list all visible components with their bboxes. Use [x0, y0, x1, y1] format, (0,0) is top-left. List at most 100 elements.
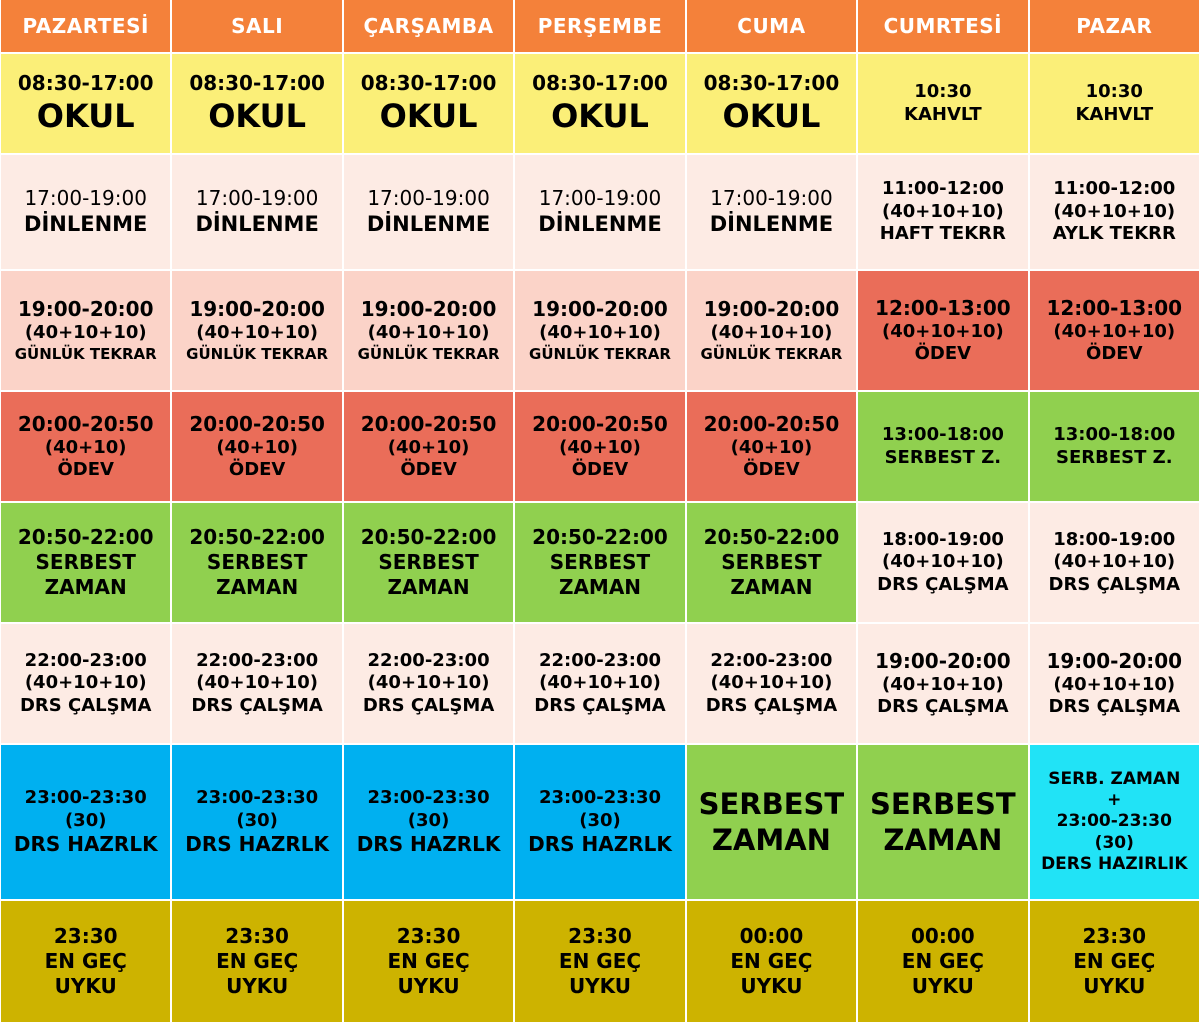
- schedule-cell: 20:00-20:50 (40+10) ÖDEV: [515, 392, 685, 501]
- day-header-cumartesi: CUMRTESİ: [858, 0, 1028, 52]
- cell-line: (40+10+10): [539, 672, 661, 694]
- cell-line: GÜNLÜK TEKRAR: [357, 344, 500, 363]
- cell-line: ZAMAN: [730, 575, 813, 599]
- day-header-pazar: PAZAR: [1029, 0, 1199, 52]
- cell-line: (40+10+10): [1053, 551, 1176, 573]
- cell-line: 19:00-20:00: [875, 648, 1011, 673]
- cell-line: 20:00-20:50: [17, 411, 154, 436]
- schedule-cell: SERBEST ZAMAN: [858, 745, 1028, 899]
- cell-line: (40+10+10): [710, 322, 833, 344]
- cell-line: SERBEST Z.: [1056, 446, 1173, 468]
- cell-line: DRS ÇALŞMA: [877, 696, 1009, 717]
- cell-line: AYLK TEKRR: [1052, 223, 1176, 245]
- cell-line: 11:00-12:00: [881, 178, 1004, 200]
- cell-line: 17:00-19:00: [367, 186, 490, 211]
- cell-line: DERS HAZIRLIK: [1041, 853, 1188, 874]
- cell-line: SERBEST: [206, 550, 308, 574]
- schedule-cell: 20:50-22:00 SERBEST ZAMAN: [343, 503, 514, 622]
- cell-line: DİNLENME: [24, 212, 148, 237]
- schedule-cell: 08:30-17:00 OKUL: [515, 54, 685, 153]
- cell-line: ÖDEV: [57, 459, 114, 480]
- schedule-cell: 23:00-23:30 (30) DRS HAZRLK: [515, 745, 685, 899]
- schedule-cell: 19:00-20:00 (40+10+10) DRS ÇALŞMA: [858, 624, 1028, 743]
- cell-line: GÜNLÜK TEKRAR: [529, 344, 671, 363]
- cell-line: 17:00-19:00: [538, 186, 662, 211]
- cell-line: (40+10+10): [24, 672, 147, 694]
- cell-line: ZAMAN: [711, 823, 831, 857]
- cell-line: (40+10): [730, 436, 813, 458]
- schedule-cell: 20:00-20:50 (40+10) ÖDEV: [686, 392, 857, 501]
- cell-line: 23:00-23:30: [367, 787, 490, 808]
- schedule-cell: 20:00-20:50 (40+10) ÖDEV: [343, 392, 514, 501]
- cell-line: 12:00-13:00: [875, 295, 1011, 320]
- cell-line: EN GEÇ: [730, 949, 813, 973]
- cell-line: 20:50-22:00: [189, 525, 325, 549]
- schedule-cell: SERB. ZAMAN +23:00-23:30 (30) DERS HAZIRLIK: [1029, 745, 1199, 899]
- cell-line: ZAMAN: [216, 575, 299, 599]
- cell-line: (40+10): [216, 436, 298, 458]
- schedule-cell: 23:30 EN GEÇ UYKU: [1029, 901, 1199, 1022]
- schedule-cell: 23:30 EN GEÇ UYKU: [343, 901, 514, 1022]
- cell-line: UYKU: [911, 974, 974, 998]
- cell-line: DİNLENME: [366, 212, 491, 237]
- cell-line: 23:30: [396, 924, 461, 948]
- cell-line: 20:50-22:00: [703, 525, 840, 549]
- cell-line: DİNLENME: [195, 212, 319, 237]
- cell-line: ZAMAN: [558, 575, 642, 599]
- schedule-cell: 08:30-17:00 OKUL: [1, 54, 171, 153]
- cell-line: 19:00-20:00: [360, 297, 497, 322]
- schedule-cell: 23:30 EN GEÇ UYKU: [515, 901, 685, 1022]
- cell-line: DRS HAZRLK: [185, 832, 329, 856]
- cell-line: 12:00-13:00: [1046, 295, 1183, 320]
- cell-line: SERBEST: [35, 550, 136, 574]
- cell-line: 18:00-19:00: [881, 528, 1004, 550]
- cell-line: 19:00-20:00: [532, 297, 668, 322]
- cell-line: OKUL: [208, 97, 307, 135]
- cell-line: KAHVLT: [904, 103, 982, 125]
- cell-line: OKUL: [722, 97, 821, 135]
- cell-line: OKUL: [551, 97, 649, 135]
- cell-line: 17:00-19:00: [24, 186, 147, 211]
- cell-line: (40+10): [559, 436, 641, 458]
- schedule-cell: 19:00-20:00 (40+10+10) GÜNLÜK TEKRAR: [172, 271, 342, 390]
- cell-line: 23:30: [53, 924, 118, 948]
- cell-line: ÖDEV: [1086, 343, 1143, 364]
- cell-line: (40+10): [387, 436, 470, 458]
- schedule-cell: 19:00-20:00 (40+10+10) DRS ÇALŞMA: [1029, 624, 1199, 743]
- schedule-cell: 08:30-17:00 OKUL: [686, 54, 857, 153]
- schedule-cell: 17:00-19:00 DİNLENME: [172, 155, 342, 269]
- schedule-cell: 22:00-23:00 (40+10+10) DRS ÇALŞMA: [172, 624, 342, 743]
- cell-line: 23:00-23:30: [196, 787, 319, 808]
- cell-line: (40+10+10): [196, 672, 319, 694]
- cell-line: ZAMAN: [44, 575, 127, 599]
- cell-line: UYKU: [740, 974, 803, 998]
- schedule-cell: 12:00-13:00 (40+10+10) ÖDEV: [1029, 271, 1199, 390]
- cell-line: 08:30-17:00: [703, 71, 840, 95]
- cell-line: DİNLENME: [538, 212, 662, 237]
- schedule-cell: 17:00-19:00 DİNLENME: [686, 155, 857, 269]
- cell-line: 20:50-22:00: [532, 525, 668, 549]
- schedule-cell: 23:00-23:30 (30) DRS HAZRLK: [172, 745, 342, 899]
- cell-line: 22:00-23:00: [710, 649, 833, 671]
- schedule-cell: 20:50-22:00 SERBEST ZAMAN: [172, 503, 342, 622]
- schedule-cell: 19:00-20:00 (40+10+10) GÜNLÜK TEKRAR: [686, 271, 857, 390]
- cell-line: 23:00-23:30: [1056, 811, 1172, 832]
- cell-line: (40+10+10): [1053, 673, 1176, 695]
- cell-line: 19:00-20:00: [703, 297, 840, 322]
- cell-line: 00:00: [739, 924, 804, 948]
- cell-line: SERBEST Z.: [884, 446, 1002, 468]
- cell-line: (30): [407, 809, 450, 831]
- cell-line: (30): [64, 809, 107, 831]
- cell-line: 13:00-18:00: [881, 424, 1004, 445]
- cell-line: EN GEÇ: [1073, 949, 1156, 973]
- schedule-cell: 23:00-23:30 (30) DRS HAZRLK: [343, 745, 514, 899]
- schedule-cell: 23:30 EN GEÇ UYKU: [172, 901, 342, 1022]
- schedule-cell: 00:00 EN GEÇ UYKU: [686, 901, 857, 1022]
- cell-line: EN GEÇ: [387, 949, 470, 973]
- schedule-cell: SERBEST ZAMAN: [686, 745, 857, 899]
- cell-line: DRS ÇALŞMA: [1048, 573, 1180, 595]
- cell-line: 19:00-20:00: [1046, 648, 1183, 673]
- schedule-cell: 20:50-22:00 SERBEST ZAMAN: [1, 503, 171, 622]
- cell-line: (40+10+10): [1053, 200, 1176, 222]
- cell-line: 22:00-23:00: [196, 649, 319, 671]
